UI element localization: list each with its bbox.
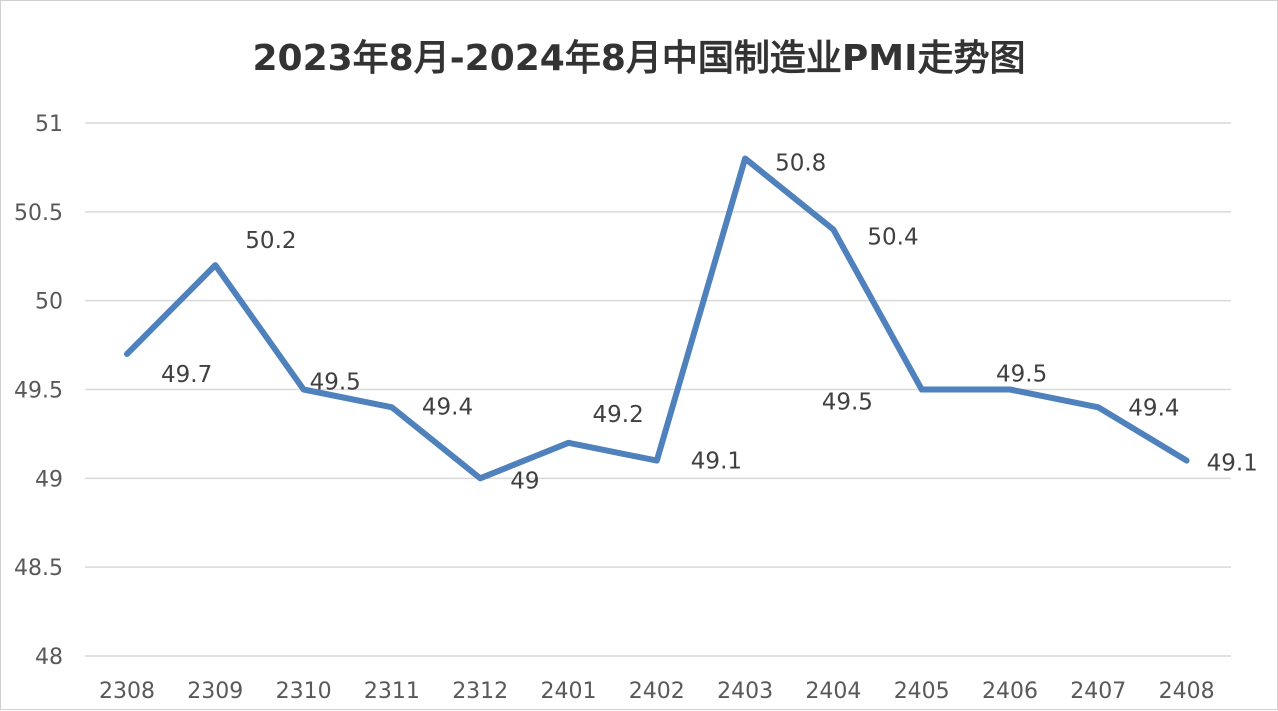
y-tick-label: 48: [35, 645, 63, 670]
x-tick-label: 2408: [1159, 679, 1215, 704]
y-tick-label: 49.5: [14, 379, 63, 404]
x-tick-label: 2402: [629, 679, 685, 704]
x-tick-label: 2407: [1070, 679, 1126, 704]
series-polyline: [124, 155, 1190, 482]
data-label: 49.1: [691, 449, 742, 475]
data-label: 49.1: [1207, 451, 1258, 477]
x-tick-label: 2405: [894, 679, 950, 704]
data-label: 49.7: [161, 362, 212, 388]
chart-title: 2023年8月-2024年8月中国制造业PMI走势图: [252, 38, 1026, 79]
x-tick-label: 2308: [99, 679, 155, 704]
x-tick-label: 2404: [805, 679, 861, 704]
x-tick-label: 2309: [187, 679, 243, 704]
data-label: 49: [510, 468, 539, 494]
data-label: 49.5: [822, 390, 873, 416]
data-label: 49.4: [422, 394, 473, 420]
data-label: 49.4: [1128, 395, 1179, 421]
x-tick-label: 2312: [452, 679, 508, 704]
data-label: 50.8: [775, 151, 826, 177]
data-labels: 49.7 50.2 49.5 49.4 49 49.2 49.1 50.8 50.4 49.5 49…: [161, 151, 1258, 495]
data-label: 49.5: [310, 370, 361, 396]
data-label: 49.5: [996, 362, 1047, 388]
grid-lines: [85, 122, 1231, 657]
data-label: 50.2: [245, 228, 296, 254]
y-axis-ticks: 48 48.5 49 49.5 50 50.5 51: [14, 112, 63, 670]
x-axis-ticks: 2308 2309 2310 2311 2312 2401 2402 2403 2404 2405…: [99, 679, 1215, 704]
y-tick-label: 50.5: [14, 201, 63, 226]
series-line: [124, 155, 1190, 482]
y-tick-label: 49: [35, 467, 63, 492]
x-tick-label: 2406: [982, 679, 1038, 704]
x-tick-label: 2401: [541, 679, 597, 704]
x-tick-label: 2403: [717, 679, 773, 704]
y-tick-label: 48.5: [14, 556, 63, 581]
data-label: 49.2: [593, 402, 644, 428]
data-label: 50.4: [867, 225, 918, 251]
x-tick-label: 2310: [276, 679, 332, 704]
y-tick-label: 51: [35, 112, 63, 137]
y-tick-label: 50: [35, 290, 63, 315]
x-tick-label: 2311: [364, 679, 420, 704]
